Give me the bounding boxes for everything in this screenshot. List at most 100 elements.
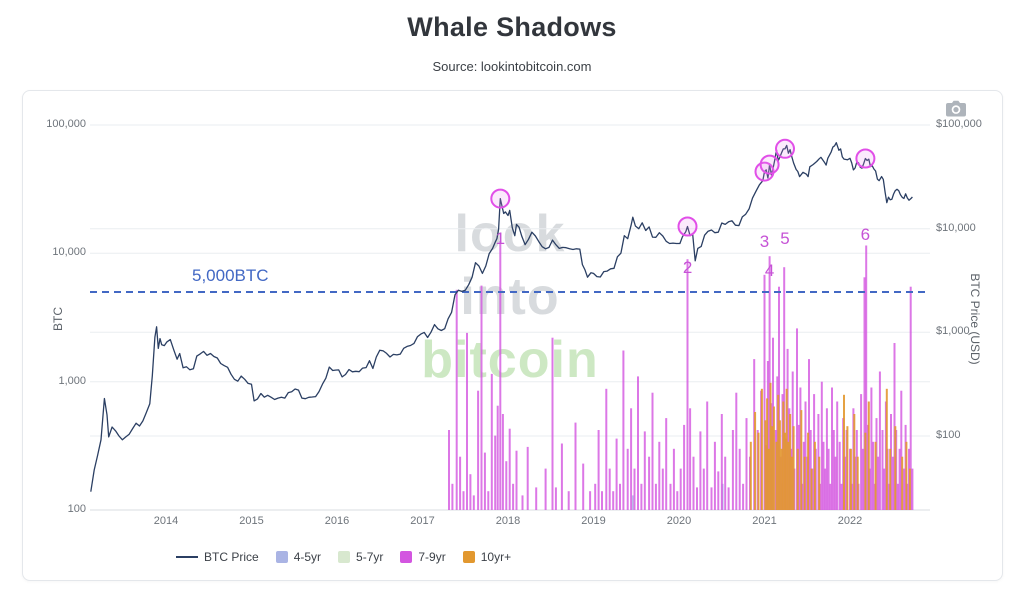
bar-7-9yr <box>640 483 643 510</box>
bar-10yr+ <box>867 401 870 510</box>
bar-7-9yr <box>829 483 832 510</box>
bar-7-9yr <box>692 456 695 510</box>
bar-7-9yr <box>896 483 899 510</box>
legend-item-7-9yr[interactable]: 7-9yr <box>400 550 446 564</box>
bar-7-9yr <box>626 448 629 510</box>
bar-10yr+ <box>813 441 816 510</box>
bar-7-9yr <box>567 491 570 510</box>
bar-10yr+ <box>789 414 792 510</box>
btc-price-line <box>90 142 913 492</box>
bar-7-9yr <box>494 435 497 510</box>
bar-10yr+ <box>749 441 752 510</box>
bar-7-9yr <box>597 430 600 510</box>
bar-10yr+ <box>843 394 845 510</box>
bar-7-9yr <box>622 350 625 510</box>
bar-7-9yr <box>710 487 713 510</box>
legend-label-4-5yr: 4-5yr <box>293 550 322 564</box>
bar-7-9yr <box>872 441 875 510</box>
bar-7-9yr <box>900 390 903 510</box>
bar-7-9yr <box>462 491 465 510</box>
bar-7-9yr <box>763 274 766 510</box>
camera-icon[interactable] <box>946 100 966 122</box>
bar-7-9yr <box>544 468 547 510</box>
bar-7-9yr <box>796 328 798 510</box>
bar-7-9yr <box>863 277 866 510</box>
bar-10yr+ <box>853 414 856 510</box>
bar-7-9yr <box>477 390 480 510</box>
bar-7-9yr <box>551 337 554 510</box>
btc-price-line-swatch <box>176 556 198 558</box>
bar-7-9yr <box>699 431 702 510</box>
bar-7-9yr <box>911 468 914 510</box>
legend-item-5-7yr[interactable]: 5-7yr <box>338 550 383 564</box>
swatch-5-7yr <box>338 551 351 563</box>
bar-7-9yr <box>499 240 502 510</box>
bar-7-9yr <box>877 456 880 510</box>
bar-7-9yr <box>717 471 720 510</box>
bar-7-9yr <box>521 495 524 510</box>
bar-10yr+ <box>769 382 772 510</box>
bar-10yr+ <box>856 456 859 510</box>
bar-7-9yr <box>735 392 738 510</box>
bar-10yr+ <box>894 426 897 510</box>
page-title: Whale Shadows <box>407 12 617 42</box>
bar-10yr+ <box>754 412 757 510</box>
bar-7-9yr <box>658 441 661 510</box>
bar-7-9yr <box>483 452 486 510</box>
bar-10yr+ <box>803 456 806 510</box>
bar-7-9yr <box>860 394 863 510</box>
bar-7-9yr <box>615 438 618 510</box>
bar-7-9yr <box>825 408 828 510</box>
bar-10yr+ <box>810 468 813 510</box>
bar-7-9yr <box>574 422 577 510</box>
bar-7-9yr <box>713 441 716 510</box>
legend: BTC Price 4-5yr 5-7yr 7-9yr 10yr+ <box>176 550 511 564</box>
bar-10yr+ <box>790 456 793 510</box>
bar-7-9yr <box>451 483 454 510</box>
bar-7-9yr <box>831 387 833 510</box>
bar-7-9yr <box>861 448 864 510</box>
bar-7-9yr <box>633 468 636 510</box>
bar-7-9yr <box>589 491 592 510</box>
bar-7-9yr <box>840 483 843 510</box>
bar-7-9yr <box>526 446 529 510</box>
bar-7-9yr <box>515 450 518 510</box>
bar-10yr+ <box>775 441 778 510</box>
bar-7-9yr <box>654 483 657 510</box>
event-circle-2 <box>677 216 698 237</box>
bar-7-9yr <box>824 468 827 510</box>
legend-item-10yr-plus[interactable]: 10yr+ <box>462 550 511 564</box>
bar-7-9yr <box>702 468 705 510</box>
bar-7-9yr <box>891 456 894 510</box>
page-subtitle: Source: lookintobitcoin.com <box>432 59 592 74</box>
bar-7-9yr <box>535 487 538 510</box>
swatch-10yr-plus <box>462 551 475 563</box>
legend-item-btc-price[interactable]: BTC Price <box>176 550 259 564</box>
swatch-4-5yr <box>275 551 288 563</box>
bar-7-9yr <box>676 491 679 510</box>
bar-7-9yr <box>601 491 603 510</box>
bar-7-9yr <box>651 392 654 510</box>
bar-10yr+ <box>772 406 775 510</box>
bar-7-9yr <box>455 289 458 510</box>
bar-7-9yr <box>883 468 886 510</box>
bar-10yr+ <box>796 448 799 510</box>
bar-7-9yr <box>480 285 483 510</box>
bar-7-9yr <box>496 405 499 510</box>
bar-7-9yr <box>612 491 615 510</box>
bar-7-9yr <box>696 487 698 510</box>
bar-7-9yr <box>834 456 837 510</box>
bar-7-9yr <box>727 487 730 510</box>
bar-10yr+ <box>784 432 786 510</box>
bar-7-9yr <box>466 332 468 510</box>
bar-7-9yr <box>582 463 585 510</box>
bar-7-9yr <box>487 491 490 510</box>
bar-10yr+ <box>766 398 769 510</box>
legend-label-btc-price: BTC Price <box>204 550 259 564</box>
bar-7-9yr <box>686 259 689 510</box>
bar-7-9yr <box>731 430 734 510</box>
legend-item-4-5yr[interactable]: 4-5yr <box>275 550 322 564</box>
bar-7-9yr <box>512 483 515 510</box>
